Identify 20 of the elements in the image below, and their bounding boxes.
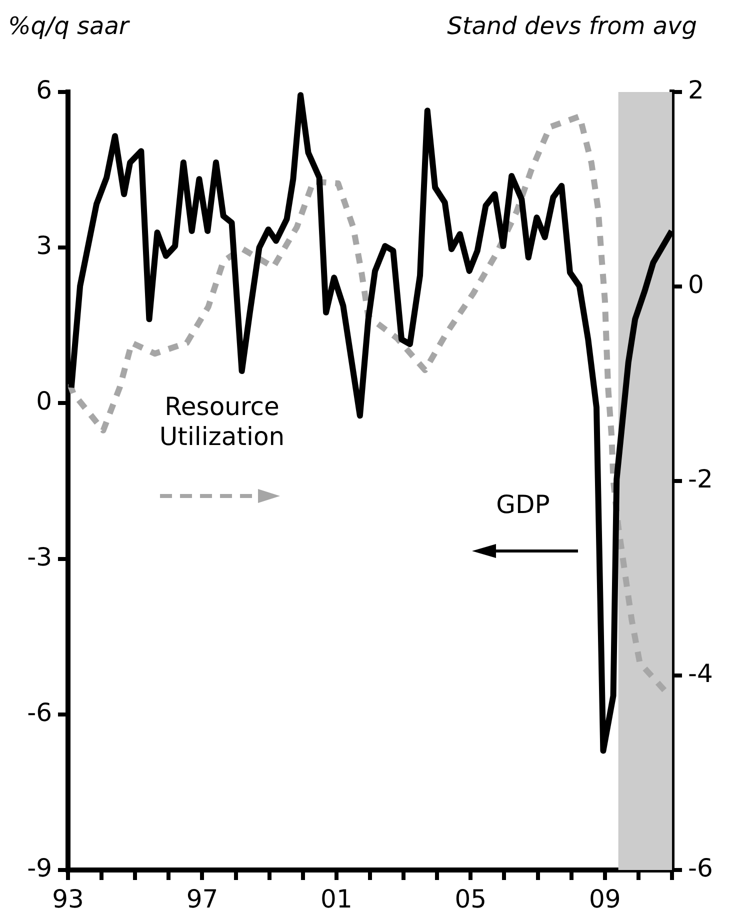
series-label: GDP xyxy=(496,490,550,519)
y-tick-label: 6 xyxy=(36,76,52,104)
x-tick-label: 01 xyxy=(320,884,352,912)
x-tick-label: 09 xyxy=(588,884,621,912)
y-axis-title: %q/q saar xyxy=(8,12,131,40)
y-tick-label: 0 xyxy=(36,386,52,416)
y2-axis-title: Stand devs from avg xyxy=(447,12,697,40)
y2-tick-label: -2 xyxy=(688,464,713,494)
y2-tick-label: -4 xyxy=(688,659,713,688)
y-tick-label: -6 xyxy=(27,698,52,727)
y2-tick-label: -6 xyxy=(688,854,713,882)
x-tick-label: 05 xyxy=(454,884,487,912)
y2-tick-label: 0 xyxy=(688,270,704,299)
x-tick-label: 97 xyxy=(186,884,218,912)
y-tick-label: -3 xyxy=(27,542,52,572)
y2-tick-label: 2 xyxy=(688,76,704,104)
x-tick-label: 93 xyxy=(52,884,84,912)
y-tick-label: -9 xyxy=(27,854,52,882)
series-label: Resource Utilization xyxy=(159,392,285,451)
y-tick-label: 3 xyxy=(36,231,52,260)
